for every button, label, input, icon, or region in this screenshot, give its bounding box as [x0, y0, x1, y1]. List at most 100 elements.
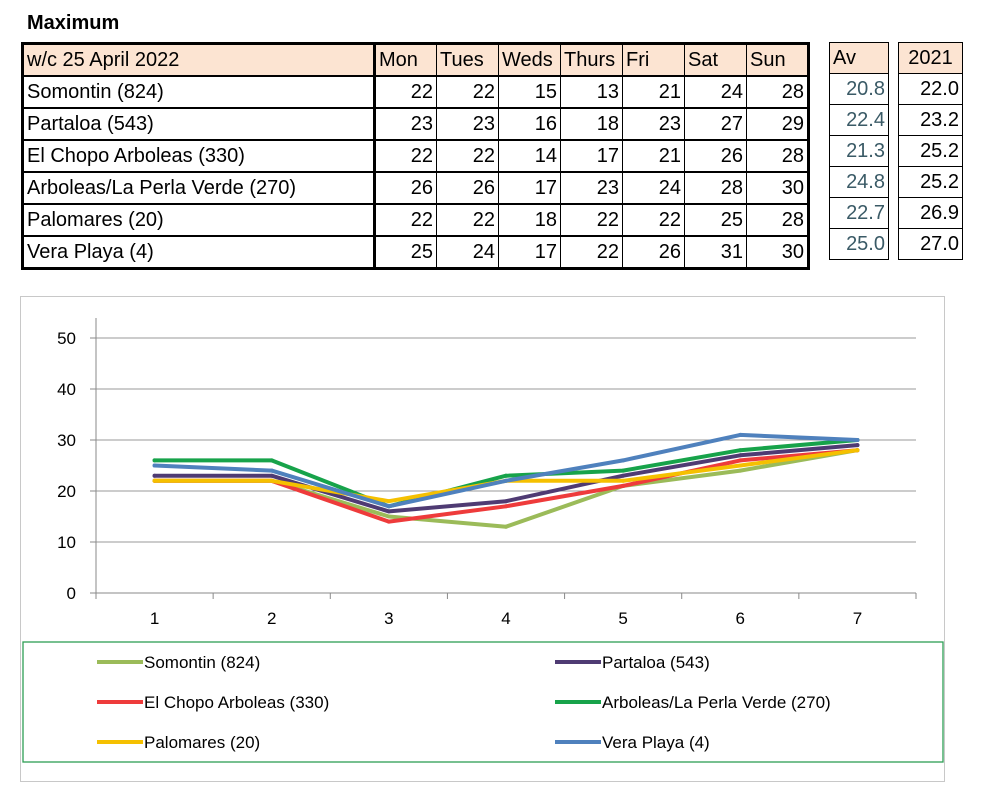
temperature-cell: 26	[622, 235, 685, 269]
data-point	[152, 458, 157, 463]
data-point	[152, 473, 157, 478]
data-point	[269, 478, 274, 483]
data-point	[152, 463, 157, 468]
temperature-cell: 24	[622, 171, 685, 205]
data-point	[738, 453, 743, 458]
temperature-cell: 29	[746, 107, 809, 141]
x-tick-label: 7	[853, 609, 862, 628]
data-point	[504, 478, 508, 483]
previous-year-cell: 22.0	[898, 73, 963, 105]
legend-label: Arboleas/La Perla Verde (270)	[602, 693, 831, 712]
day-header: Sat	[684, 43, 747, 77]
temperature-cell: 22	[374, 75, 437, 109]
temperature-cell: 27	[684, 107, 747, 141]
chart-border	[20, 296, 945, 782]
data-point	[855, 448, 860, 453]
data-point	[738, 458, 743, 463]
chart-legend: Somontin (824) Partaloa (543) El Chopo Arb…	[97, 653, 831, 752]
temperature-cell: 17	[560, 139, 623, 173]
previous-year-cell: 23.2	[898, 104, 963, 136]
y-tick-label: 0	[67, 584, 76, 603]
x-tick-label: 1	[150, 609, 159, 628]
previous-year-table: 2021 22.0 23.2 25.2 25.2 26.9 27.0	[898, 42, 963, 260]
temperature-cell: 28	[746, 139, 809, 173]
data-point	[386, 504, 391, 509]
data-point	[504, 504, 508, 509]
temperature-cell: 23	[374, 107, 437, 141]
temperature-cell: 17	[498, 235, 561, 269]
data-point	[738, 448, 743, 453]
data-point	[386, 509, 391, 514]
previous-year-cell: 25.2	[898, 135, 963, 167]
x-tick-label: 6	[736, 609, 745, 628]
temperature-table: w/c 25 April 2022 Mon Tues Weds Thurs Fr…	[21, 42, 810, 270]
table-row: Partaloa (543) 23 23 16 18 23 27 29	[22, 107, 809, 141]
temperature-cell: 22	[436, 203, 499, 237]
station-name: El Chopo Arboleas (330)	[22, 139, 376, 173]
line-chart: 0 10 20 30 40 50 1 2 3 4 5 6 7 Somontin (824) Partalo…	[20, 296, 945, 782]
data-point	[386, 499, 391, 504]
data-point	[621, 458, 626, 463]
temperature-cell: 30	[746, 235, 809, 269]
data-point	[504, 473, 508, 478]
data-point	[621, 483, 626, 488]
temperature-cell: 22	[436, 139, 499, 173]
legend-box	[22, 641, 944, 763]
data-point	[269, 468, 274, 473]
legend-label: Partaloa (543)	[602, 653, 710, 672]
temperature-cell: 16	[498, 107, 561, 141]
legend-label: Somontin (824)	[144, 653, 260, 672]
legend-label: Palomares (20)	[144, 733, 260, 752]
average-cell: 25.0	[829, 228, 889, 260]
previous-year-cell: 27.0	[898, 228, 963, 260]
data-point	[621, 478, 626, 483]
temperature-cell: 15	[498, 75, 561, 109]
table-row: Palomares (20) 22 22 18 22 22 25 28	[22, 203, 809, 237]
data-point	[738, 463, 743, 468]
y-tick-label: 50	[57, 329, 76, 348]
data-point	[269, 458, 274, 463]
temperature-cell: 23	[436, 107, 499, 141]
average-cell: 24.8	[829, 166, 889, 198]
station-name: Palomares (20)	[22, 203, 376, 237]
station-name: Arboleas/La Perla Verde (270)	[22, 171, 376, 205]
station-name: Vera Playa (4)	[22, 235, 376, 269]
data-point	[855, 443, 860, 448]
table-row: Arboleas/La Perla Verde (270) 26 26 17 23 24 2…	[22, 171, 809, 205]
legend-label: El Chopo Arboleas (330)	[144, 693, 329, 712]
x-tick-label: 3	[384, 609, 393, 628]
data-point	[152, 478, 157, 483]
average-cell: 21.3	[829, 135, 889, 167]
temperature-cell: 23	[560, 171, 623, 205]
day-header: Tues	[436, 43, 499, 77]
temperature-cell: 22	[560, 203, 623, 237]
temperature-cell: 14	[498, 139, 561, 173]
temperature-cell: 24	[436, 235, 499, 269]
temperature-cell: 26	[374, 171, 437, 205]
data-point	[621, 473, 626, 478]
data-point	[504, 499, 508, 504]
temperature-cell: 28	[746, 75, 809, 109]
table-row: Somontin (824) 22 22 15 13 21 24 28	[22, 75, 809, 109]
temperature-cell: 28	[746, 203, 809, 237]
x-tick-label: 4	[501, 609, 510, 628]
day-header: Fri	[622, 43, 685, 77]
temperature-cell: 25	[684, 203, 747, 237]
legend-label: Vera Playa (4)	[602, 733, 710, 752]
y-tick-label: 20	[57, 482, 76, 501]
station-name: Partaloa (543)	[22, 107, 376, 141]
table-row: El Chopo Arboleas (330) 22 22 14 17 21 26 28	[22, 139, 809, 173]
average-header: Av	[829, 42, 889, 74]
y-tick-label: 10	[57, 533, 76, 552]
x-tick-label: 2	[267, 609, 276, 628]
data-point	[738, 432, 743, 437]
y-tick-label: 40	[57, 380, 76, 399]
data-point	[855, 438, 860, 442]
table-header-row: w/c 25 April 2022 Mon Tues Weds Thurs Fr…	[22, 43, 809, 77]
table-row: Vera Playa (4) 25 24 17 22 26 31 30	[22, 235, 809, 269]
data-point	[621, 468, 626, 473]
day-header: Mon	[374, 43, 437, 77]
average-cell: 22.4	[829, 104, 889, 136]
day-header: Thurs	[560, 43, 623, 77]
temperature-cell: 24	[684, 75, 747, 109]
